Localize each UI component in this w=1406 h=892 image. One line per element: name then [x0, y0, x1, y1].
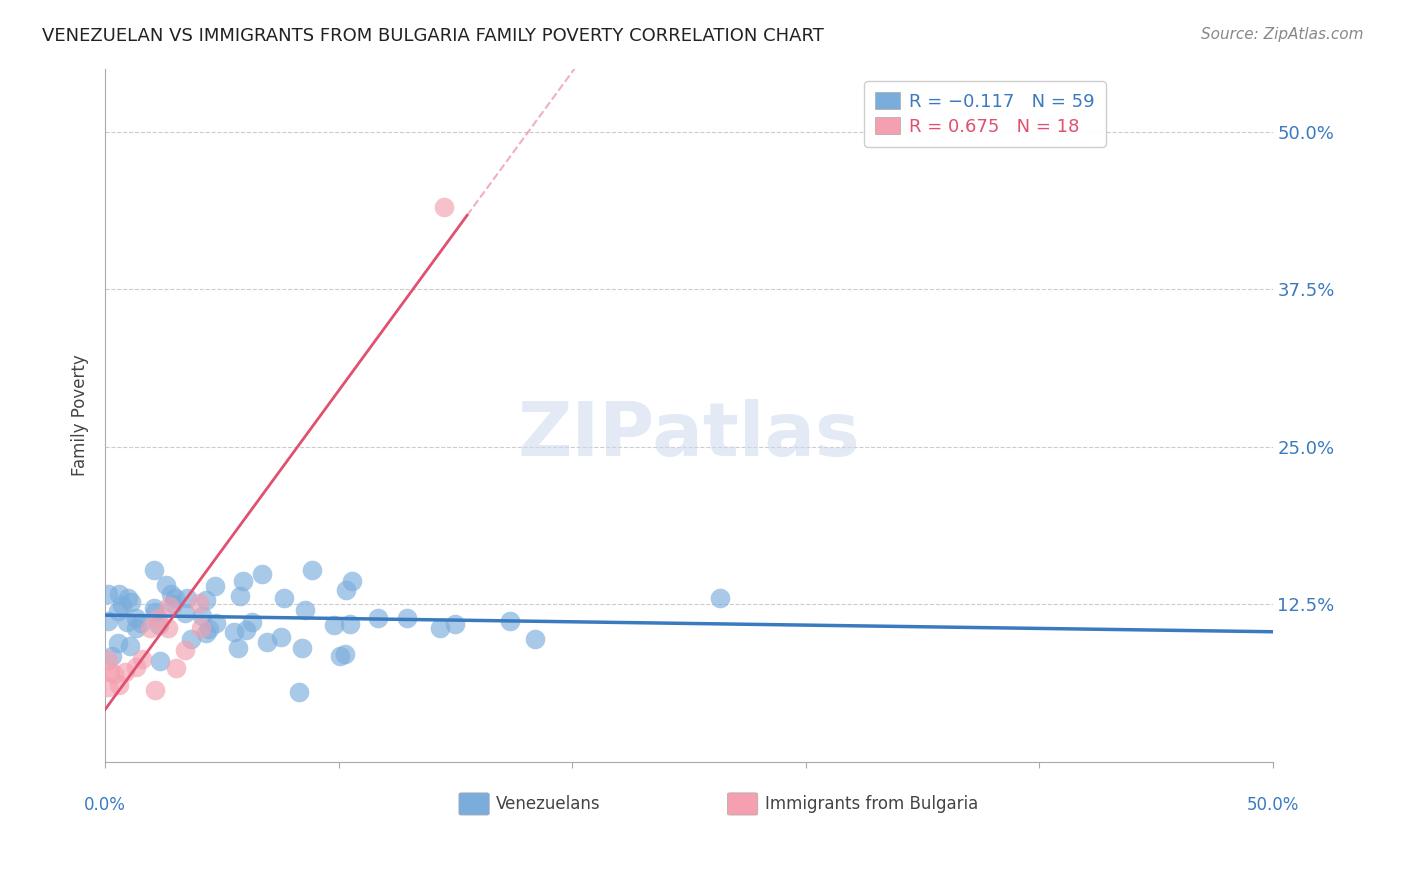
Point: [287, 685, 309, 699]
Point: [226, 640, 249, 655]
Point: [111, 598, 134, 612]
Point: [143, 601, 166, 615]
Point: [101, 648, 124, 663]
Point: [125, 621, 148, 635]
Text: ZIPatlas: ZIPatlas: [517, 400, 860, 473]
Point: [107, 678, 129, 692]
Point: [157, 599, 180, 614]
Point: [149, 654, 172, 668]
Point: [498, 615, 520, 629]
Point: [195, 626, 218, 640]
Point: [162, 597, 184, 611]
Text: Source: ZipAtlas.com: Source: ZipAtlas.com: [1201, 27, 1364, 42]
Point: [103, 666, 125, 681]
Point: [174, 606, 197, 620]
Point: [107, 603, 129, 617]
Point: [107, 635, 129, 649]
Point: [222, 625, 245, 640]
Point: [433, 200, 456, 214]
Point: [120, 639, 142, 653]
Point: [270, 630, 292, 644]
Point: [235, 624, 257, 638]
Point: [205, 615, 228, 630]
Point: [232, 574, 254, 588]
Y-axis label: Family Poverty: Family Poverty: [72, 354, 89, 476]
Point: [339, 616, 361, 631]
Point: [291, 640, 314, 655]
Point: [142, 563, 165, 577]
Text: 0.0%: 0.0%: [84, 797, 127, 814]
Point: [129, 615, 152, 630]
Point: [194, 593, 217, 607]
Point: [366, 611, 388, 625]
Point: [156, 621, 179, 635]
Point: [229, 590, 252, 604]
Point: [204, 578, 226, 592]
Legend: R = −0.117   N = 59, R = 0.675   N = 18: R = −0.117 N = 59, R = 0.675 N = 18: [865, 81, 1107, 146]
Point: [96, 653, 118, 667]
Point: [174, 643, 197, 657]
FancyBboxPatch shape: [458, 793, 489, 815]
Point: [155, 578, 177, 592]
Point: [163, 591, 186, 605]
Point: [180, 632, 202, 646]
Point: [242, 615, 264, 629]
Point: [252, 567, 274, 582]
Point: [125, 611, 148, 625]
Point: [117, 591, 139, 606]
Point: [523, 632, 546, 646]
Point: [395, 611, 418, 625]
Point: [143, 605, 166, 619]
Point: [294, 603, 316, 617]
Point: [333, 647, 356, 661]
Point: [96, 586, 118, 600]
Point: [329, 648, 352, 663]
Point: [256, 635, 278, 649]
Point: [131, 652, 153, 666]
Point: [323, 618, 346, 632]
Point: [335, 582, 357, 597]
Point: [120, 595, 142, 609]
Point: [191, 608, 214, 623]
Text: VENEZUELAN VS IMMIGRANTS FROM BULGARIA FAMILY POVERTY CORRELATION CHART: VENEZUELAN VS IMMIGRANTS FROM BULGARIA F…: [42, 27, 824, 45]
Point: [709, 591, 731, 605]
Point: [444, 617, 467, 632]
Point: [125, 660, 148, 674]
Point: [187, 596, 209, 610]
Text: Immigrants from Bulgaria: Immigrants from Bulgaria: [765, 795, 979, 813]
Point: [96, 681, 118, 695]
Point: [108, 587, 131, 601]
Point: [114, 665, 136, 680]
Point: [115, 615, 138, 629]
Text: Venezuelans: Venezuelans: [496, 795, 600, 813]
Point: [429, 621, 451, 635]
Point: [159, 587, 181, 601]
Point: [165, 660, 187, 674]
FancyBboxPatch shape: [727, 793, 758, 815]
Point: [190, 621, 212, 635]
Point: [197, 622, 219, 636]
Point: [176, 591, 198, 605]
Point: [148, 611, 170, 625]
Text: 50.0%: 50.0%: [1246, 797, 1299, 814]
Point: [342, 574, 364, 589]
Point: [139, 621, 162, 635]
Point: [273, 591, 295, 605]
Point: [301, 563, 323, 577]
Point: [143, 682, 166, 697]
Point: [100, 665, 122, 679]
Point: [97, 614, 120, 628]
Point: [148, 617, 170, 632]
